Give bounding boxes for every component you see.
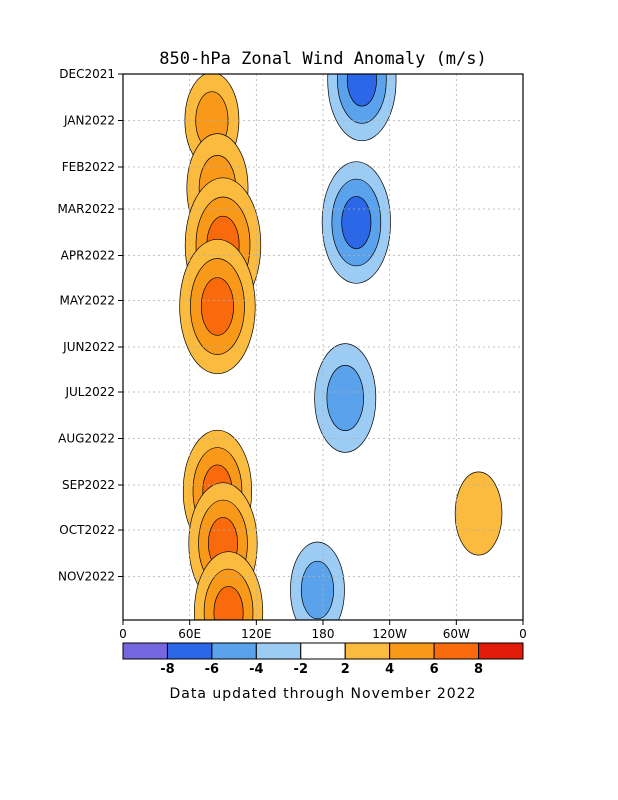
westerly-anomaly-feature — [454, 471, 503, 556]
y-tick-label: SEP2022 — [62, 478, 115, 492]
x-tick-label: 120E — [241, 627, 272, 641]
contour-band — [326, 365, 364, 431]
westerly-anomaly-feature — [194, 551, 264, 620]
colorbar-label: -8 — [160, 662, 174, 677]
footer-note: Data updated through November 2022 — [170, 686, 477, 702]
chart-title: 850-hPa Zonal Wind Anomaly (m/s) — [159, 49, 487, 69]
y-tick-label: AUG2022 — [58, 432, 115, 446]
easterly-anomaly-feature — [321, 161, 391, 284]
y-tick-label: JUL2022 — [64, 385, 115, 399]
x-tick-label: 0 — [119, 627, 127, 641]
contour-band — [454, 471, 503, 556]
colorbar-label: -6 — [205, 662, 219, 677]
contour-band — [346, 74, 377, 107]
colorbar-label: 4 — [385, 662, 394, 677]
y-axis: DEC2021 JAN2022 FEB2022 MAR2022 APR2022 MAY20… — [58, 67, 123, 584]
anomaly-field — [179, 74, 503, 620]
gridlines — [123, 74, 523, 620]
y-tick-label: OCT2022 — [59, 523, 115, 537]
colorbar-label: -2 — [294, 662, 308, 677]
colorbar-swatch — [478, 642, 524, 660]
colorbar-label: 6 — [430, 662, 439, 677]
x-tick-label: 0 — [519, 627, 527, 641]
y-tick-label: JAN2022 — [63, 114, 115, 128]
contour-band — [213, 586, 244, 620]
colorbar-swatch — [255, 642, 302, 660]
y-tick-label: FEB2022 — [62, 160, 115, 174]
x-tick-label: 120W — [372, 627, 407, 641]
x-tick-label: 60E — [178, 627, 201, 641]
easterly-anomaly-feature — [290, 541, 345, 620]
colorbar: -8 -6 -4 -2 2 4 6 8 — [122, 642, 524, 677]
y-tick-label: NOV2022 — [58, 570, 115, 584]
colorbar-swatch — [300, 642, 346, 660]
y-tick-label: MAY2022 — [60, 294, 116, 308]
y-tick-label: DEC2021 — [59, 67, 115, 81]
contour-band — [300, 560, 334, 620]
contour-band — [200, 277, 234, 336]
westerly-anomaly-feature — [179, 238, 256, 375]
colorbar-label: 2 — [341, 662, 350, 677]
colorbar-swatch — [122, 642, 168, 660]
colorbar-swatch — [389, 642, 435, 660]
x-tick-label: 180 — [312, 627, 335, 641]
colorbar-label: -4 — [249, 662, 263, 677]
easterly-anomaly-feature — [327, 74, 397, 142]
x-axis: 0 60E 120E 180 120W 60W 0 — [119, 620, 527, 641]
colorbar-swatch — [211, 642, 257, 660]
colorbar-swatch — [344, 642, 391, 660]
colorbar-label: 8 — [474, 662, 483, 677]
x-tick-label: 60W — [443, 627, 470, 641]
colorbar-swatch — [433, 642, 480, 660]
easterly-anomaly-feature — [314, 343, 377, 453]
contour-band — [341, 196, 372, 249]
y-tick-label: MAR2022 — [58, 202, 115, 216]
y-tick-label: JUN2022 — [62, 340, 115, 354]
y-tick-label: APR2022 — [61, 249, 115, 263]
colorbar-swatch — [166, 642, 213, 660]
